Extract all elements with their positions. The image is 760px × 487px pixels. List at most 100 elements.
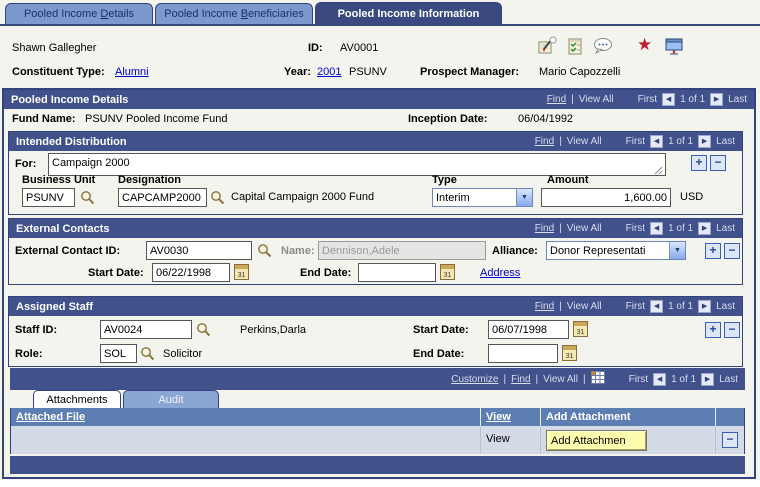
checklist-icon[interactable] bbox=[565, 36, 585, 59]
add-row-button[interactable]: + bbox=[705, 243, 721, 259]
tab-pooled-income-information[interactable]: Pooled Income Information bbox=[315, 2, 502, 24]
staff-start-date-input[interactable] bbox=[488, 320, 569, 339]
find-link[interactable]: Find bbox=[511, 373, 531, 385]
for-textarea[interactable]: Campaign 2000 bbox=[48, 153, 666, 176]
first-link[interactable]: First bbox=[625, 301, 646, 312]
delete-row-button[interactable]: − bbox=[710, 155, 726, 171]
view-all-link[interactable]: View All bbox=[578, 94, 614, 105]
view-column-header[interactable]: View bbox=[486, 411, 511, 423]
tab-pooled-income-beneficiaries[interactable]: Pooled Income Beneficiaries bbox=[155, 3, 313, 24]
textarea-resize-handle[interactable] bbox=[653, 166, 663, 178]
next-row-button[interactable]: ▶ bbox=[701, 372, 715, 386]
staff-id-lookup-icon[interactable] bbox=[196, 322, 211, 337]
external-contact-id-input[interactable] bbox=[146, 241, 252, 260]
dropdown-arrow-icon: ▼ bbox=[669, 242, 685, 259]
external-contact-lookup-icon[interactable] bbox=[257, 243, 272, 258]
tab-pooled-income-details[interactable]: Pooled Income Details bbox=[5, 3, 153, 24]
type-select[interactable]: Interim ▼ bbox=[432, 188, 533, 207]
calendar-icon[interactable]: 31 bbox=[440, 264, 455, 280]
page-bottom-margin bbox=[0, 480, 760, 487]
last-link[interactable]: Last bbox=[716, 136, 735, 147]
find-link[interactable]: Find bbox=[546, 94, 567, 105]
staff-id-input[interactable] bbox=[100, 320, 192, 339]
row-counter: 1 of 1 bbox=[668, 136, 694, 147]
alliance-label: Alliance: bbox=[492, 245, 538, 257]
add-attachment-button[interactable]: Add Attachmen bbox=[546, 430, 647, 451]
first-link[interactable]: First bbox=[628, 373, 649, 385]
nav-separator: | bbox=[503, 373, 507, 385]
constituent-type-link[interactable]: Alumni bbox=[115, 66, 149, 78]
amount-input[interactable] bbox=[541, 188, 671, 207]
calendar-icon[interactable]: 31 bbox=[573, 321, 588, 337]
customize-link[interactable]: Customize bbox=[451, 373, 499, 385]
find-link[interactable]: Find bbox=[534, 301, 555, 312]
designation-description: Capital Campaign 2000 Fund bbox=[231, 191, 375, 203]
section-bar-external-contacts: External Contacts Find | View All First … bbox=[9, 219, 742, 238]
fund-name-label: Fund Name: bbox=[12, 113, 76, 125]
delete-row-button[interactable]: − bbox=[724, 243, 740, 259]
alliance-select[interactable]: Donor Representati ▼ bbox=[546, 241, 686, 260]
designation-lookup-icon[interactable] bbox=[210, 190, 225, 205]
first-link[interactable]: First bbox=[625, 223, 646, 234]
nav-separator: | bbox=[559, 136, 562, 147]
download-grid-icon[interactable] bbox=[590, 371, 605, 387]
last-link[interactable]: Last bbox=[728, 94, 747, 105]
role-lookup-icon[interactable] bbox=[140, 346, 155, 361]
next-row-button[interactable]: ▶ bbox=[698, 222, 712, 235]
previous-row-button[interactable]: ◀ bbox=[650, 135, 664, 148]
previous-row-button[interactable]: ◀ bbox=[653, 372, 667, 386]
address-link[interactable]: Address bbox=[480, 267, 521, 279]
attached-file-column-header[interactable]: Attached File bbox=[16, 411, 86, 423]
contact-start-date-input[interactable] bbox=[152, 263, 230, 282]
view-all-link[interactable]: View All bbox=[566, 136, 602, 147]
calendar-icon[interactable]: 31 bbox=[562, 345, 577, 361]
business-unit-input[interactable] bbox=[22, 188, 75, 207]
alliance-select-value: Donor Representati bbox=[550, 244, 646, 257]
add-row-button[interactable]: + bbox=[691, 155, 707, 171]
role-input[interactable] bbox=[100, 344, 137, 363]
previous-row-button[interactable]: ◀ bbox=[650, 222, 664, 235]
next-row-button[interactable]: ▶ bbox=[698, 135, 712, 148]
find-link[interactable]: Find bbox=[534, 223, 555, 234]
nav-separator: | bbox=[583, 373, 586, 385]
grid-header-row bbox=[11, 408, 744, 426]
previous-row-button[interactable]: ◀ bbox=[650, 300, 664, 313]
delete-row-button[interactable]: − bbox=[724, 322, 740, 338]
next-row-button[interactable]: ▶ bbox=[710, 93, 724, 106]
first-link[interactable]: First bbox=[637, 94, 658, 105]
external-contact-id-label: External Contact ID: bbox=[15, 245, 121, 257]
last-link[interactable]: Last bbox=[716, 223, 735, 234]
last-link[interactable]: Last bbox=[719, 373, 738, 385]
presentation-icon[interactable] bbox=[663, 36, 685, 59]
view-all-link[interactable]: View All bbox=[566, 301, 602, 312]
comment-icon[interactable] bbox=[592, 36, 614, 59]
staff-start-date-label: Start Date: bbox=[413, 324, 469, 336]
designation-input[interactable] bbox=[118, 188, 207, 207]
view-all-link[interactable]: View All bbox=[566, 223, 602, 234]
tab-underline bbox=[0, 24, 760, 26]
contact-end-date-input[interactable] bbox=[358, 263, 436, 282]
dropdown-arrow-icon: ▼ bbox=[516, 189, 532, 206]
first-link[interactable]: First bbox=[625, 136, 646, 147]
find-link[interactable]: Find bbox=[534, 136, 555, 147]
external-contacts-groupbox bbox=[8, 218, 743, 285]
previous-row-button[interactable]: ◀ bbox=[662, 93, 676, 106]
year-link[interactable]: 2001 bbox=[317, 66, 342, 78]
delete-attachment-row-button[interactable]: − bbox=[722, 432, 738, 448]
grid-tab-audit[interactable]: Audit bbox=[123, 390, 219, 408]
calendar-icon[interactable]: 31 bbox=[234, 264, 249, 280]
add-note-icon[interactable] bbox=[537, 36, 557, 59]
next-row-button[interactable]: ▶ bbox=[698, 300, 712, 313]
view-all-link[interactable]: View All bbox=[543, 373, 578, 385]
business-unit-lookup-icon[interactable] bbox=[80, 190, 95, 205]
last-link[interactable]: Last bbox=[716, 301, 735, 312]
section-title: Pooled Income Details bbox=[11, 93, 129, 106]
favorite-star-icon[interactable]: ★ bbox=[637, 35, 653, 54]
contact-start-date-label: Start Date: bbox=[88, 267, 144, 279]
staff-name: Perkins,Darla bbox=[240, 324, 307, 336]
add-row-button[interactable]: + bbox=[705, 322, 721, 338]
grid-tab-attachments[interactable]: Attachments bbox=[33, 390, 121, 408]
section-title: Assigned Staff bbox=[16, 300, 94, 313]
staff-end-date-input[interactable] bbox=[488, 344, 558, 363]
